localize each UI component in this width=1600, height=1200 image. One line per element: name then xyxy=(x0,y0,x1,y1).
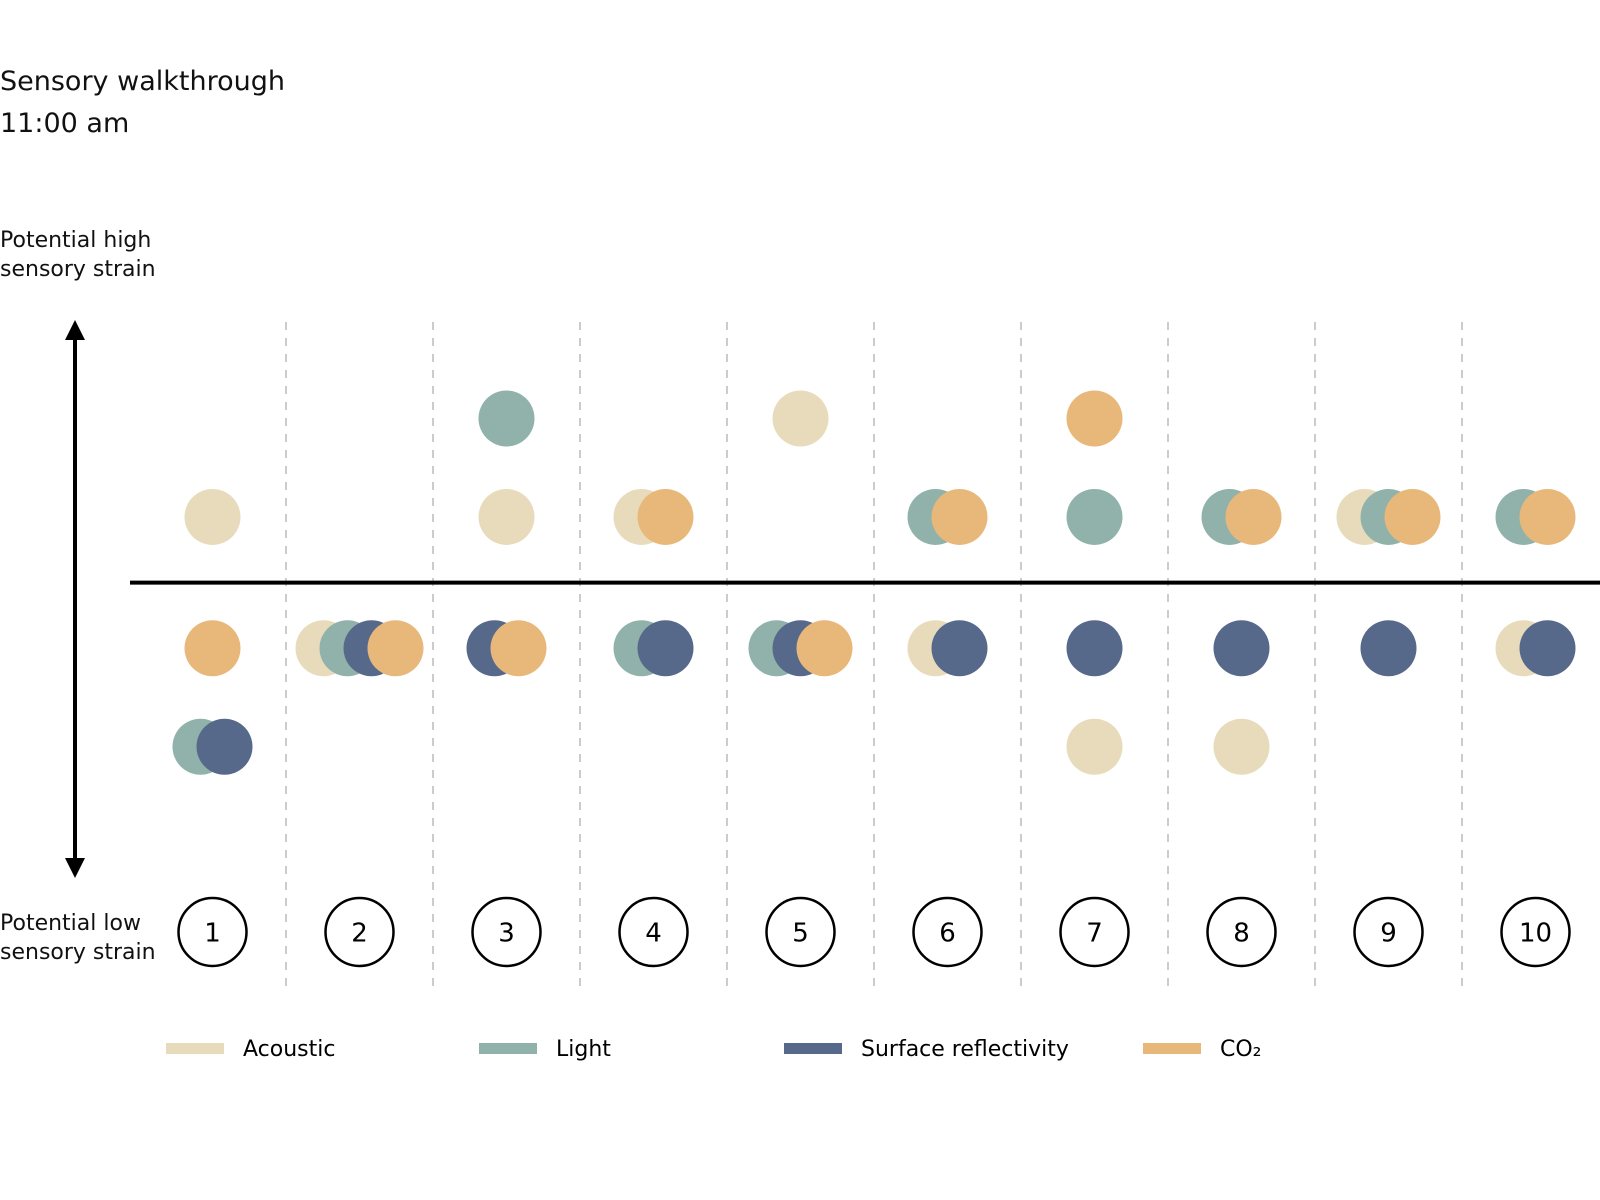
dot xyxy=(931,488,988,545)
legend-label: Surface reflectivity xyxy=(861,1037,1069,1062)
dot xyxy=(367,620,424,677)
x-tick-label: 6 xyxy=(939,919,956,949)
stop-marker xyxy=(324,896,395,968)
y-label-high: Potential high sensory strain xyxy=(0,228,156,282)
dot xyxy=(796,620,853,677)
legend-swatch xyxy=(166,1043,224,1054)
legend-swatch xyxy=(479,1043,537,1054)
stop-marker xyxy=(1353,896,1424,968)
x-tick-label: 2 xyxy=(351,919,368,949)
x-tick-label: 10 xyxy=(1519,919,1552,949)
stop-marker xyxy=(1059,896,1130,968)
x-tick-label: 9 xyxy=(1380,919,1397,949)
dot xyxy=(1213,718,1270,775)
dot xyxy=(772,390,829,447)
stop-marker xyxy=(912,896,983,968)
chart-subtitle: 11:00 am xyxy=(0,108,130,139)
dot xyxy=(931,620,988,677)
dot xyxy=(1066,390,1123,447)
dot xyxy=(184,620,241,677)
legend-label: Acoustic xyxy=(243,1037,335,1062)
dot xyxy=(1519,620,1576,677)
stop-marker xyxy=(618,896,689,968)
stop-marker xyxy=(1500,896,1571,968)
x-tick-label: 3 xyxy=(498,919,515,949)
dot xyxy=(1225,488,1282,545)
legend-label: Light xyxy=(556,1037,611,1062)
stop-marker xyxy=(765,896,836,968)
dot xyxy=(1066,488,1123,545)
dot xyxy=(1066,718,1123,775)
dot xyxy=(637,488,694,545)
dot xyxy=(637,620,694,677)
x-tick-label: 5 xyxy=(792,919,809,949)
x-tick-label: 4 xyxy=(645,919,662,949)
stop-marker xyxy=(471,896,542,968)
dot xyxy=(1519,488,1576,545)
dot xyxy=(1384,488,1441,545)
dot xyxy=(478,390,535,447)
dot xyxy=(478,488,535,545)
dot xyxy=(1360,620,1417,677)
stop-marker xyxy=(1206,896,1277,968)
y-label-low: Potential low sensory strain xyxy=(0,911,156,965)
chart-title: Sensory walkthrough xyxy=(0,66,285,97)
legend-label: CO₂ xyxy=(1220,1037,1262,1062)
dot xyxy=(490,620,547,677)
x-tick-label: 8 xyxy=(1233,919,1250,949)
dot xyxy=(1213,620,1270,677)
legend-swatch xyxy=(1143,1043,1201,1054)
dot xyxy=(1066,620,1123,677)
x-tick-label: 1 xyxy=(204,919,221,949)
dot xyxy=(184,488,241,545)
x-tick-label: 7 xyxy=(1086,919,1103,949)
dot xyxy=(196,718,253,775)
legend-swatch xyxy=(784,1043,842,1054)
stop-marker xyxy=(177,896,248,968)
